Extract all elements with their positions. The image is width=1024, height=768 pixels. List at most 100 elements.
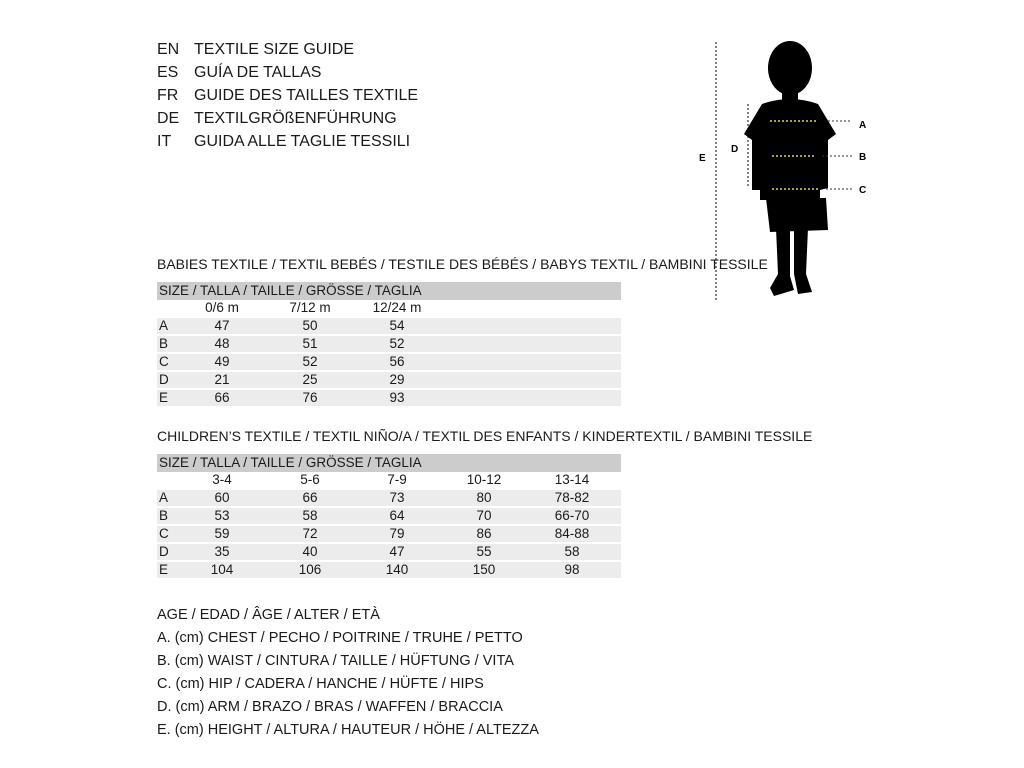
- legend-item: AGE / EDAD / ÂGE / ALTER / ETÀ: [157, 607, 380, 623]
- table-cell: 104: [210, 562, 234, 577]
- legend-item: B. (cm) WAIST / CINTURA / TAILLE / HÜFTU…: [157, 653, 514, 669]
- table-cell: 79: [389, 526, 405, 541]
- legend-item: D. (cm) ARM / BRAZO / BRAS / WAFFEN / BR…: [157, 699, 503, 715]
- column-header: 0/6 m: [205, 300, 239, 315]
- table-cell: 59: [214, 526, 230, 541]
- label-a: A: [859, 120, 866, 131]
- silhouette-icon: [744, 41, 836, 296]
- table-cell: 52: [302, 354, 318, 369]
- table-row: E 66 76 93: [157, 390, 621, 406]
- table-cell: 76: [302, 390, 318, 405]
- table-cell: 60: [214, 490, 230, 505]
- table-cell: 80: [476, 490, 492, 505]
- guide-title: GUÍA DE TALLAS: [194, 64, 322, 81]
- legend-item: A. (cm) CHEST / PECHO / POITRINE / TRUHE…: [157, 630, 523, 646]
- table-cell: 47: [214, 318, 230, 333]
- row-label: B: [159, 336, 169, 351]
- table-row: A 47 50 54: [157, 318, 621, 334]
- table-cell: 52: [389, 336, 405, 351]
- row-label: C: [159, 354, 169, 369]
- row-label: B: [159, 508, 169, 523]
- column-header: 7-9: [387, 472, 407, 487]
- table-row: B 53 58 64 70 66-70: [157, 508, 621, 524]
- legend-item: E. (cm) HEIGHT / ALTURA / HAUTEUR / HÖHE…: [157, 722, 539, 738]
- row-label: A: [159, 318, 169, 333]
- lang-code: ES: [157, 64, 179, 81]
- table-row: A 60 66 73 80 78-82: [157, 490, 621, 506]
- column-header: 5-6: [300, 472, 320, 487]
- table-header: SIZE / TALLA / TAILLE / GRÖSSE / TAGLIA: [157, 282, 621, 300]
- table-cell: 72: [302, 526, 318, 541]
- children-section-title: CHILDREN’S TEXTILE / TEXTIL NIÑO/A / TEX…: [157, 428, 813, 444]
- lang-code: EN: [157, 41, 180, 58]
- table-cell: 86: [476, 526, 492, 541]
- label-b: B: [859, 152, 866, 163]
- table-cell: 150: [472, 562, 496, 577]
- column-header: 7/12 m: [289, 300, 331, 315]
- lang-code: DE: [157, 110, 180, 127]
- row-label: D: [159, 544, 169, 559]
- guide-title: TEXTILE SIZE GUIDE: [194, 41, 355, 58]
- row-label: E: [159, 390, 169, 405]
- table-cell: 58: [564, 544, 580, 559]
- column-header: 13-14: [554, 472, 590, 487]
- guide-title: GUIDE DES TAILLES TEXTILE: [194, 87, 419, 104]
- table-cell: 66: [302, 490, 318, 505]
- column-header-row: 3-4 5-6 7-9 10-12 13-14: [157, 472, 621, 488]
- row-label: D: [159, 372, 169, 387]
- babies-size-table: SIZE / TALLA / TAILLE / GRÖSSE / TAGLIA 0…: [157, 282, 621, 408]
- table-cell: 25: [302, 372, 318, 387]
- table-row: D 21 25 29: [157, 372, 621, 388]
- label-d: D: [731, 144, 738, 155]
- table-row: C 49 52 56: [157, 354, 621, 370]
- table-row: B 48 51 52: [157, 336, 621, 352]
- table-cell: 55: [476, 544, 492, 559]
- table-cell: 73: [389, 490, 405, 505]
- lang-code: FR: [157, 87, 179, 104]
- table-cell: 48: [214, 336, 230, 351]
- table-cell: 78-82: [554, 490, 590, 505]
- table-cell: 21: [214, 372, 230, 387]
- children-size-table: SIZE / TALLA / TAILLE / GRÖSSE / TAGLIA 3…: [157, 454, 621, 580]
- table-cell: 50: [302, 318, 318, 333]
- babies-section-title: BABIES TEXTILE / TEXTIL BEBÉS / TESTILE …: [157, 256, 768, 272]
- row-label: A: [159, 490, 169, 505]
- table-cell: 40: [302, 544, 318, 559]
- table-cell: 66-70: [554, 508, 590, 523]
- legend-item: C. (cm) HIP / CADERA / HANCHE / HÜFTE / …: [157, 676, 484, 692]
- column-header: 10-12: [466, 472, 502, 487]
- table-cell: 56: [389, 354, 405, 369]
- guide-title: GUIDA ALLE TAGLIE TESSILI: [194, 133, 411, 150]
- table-cell: 51: [302, 336, 318, 351]
- column-header: 12/24 m: [372, 300, 422, 315]
- column-header-row: 0/6 m 7/12 m 12/24 m: [157, 300, 621, 316]
- label-c: C: [859, 185, 866, 196]
- table-cell: 106: [298, 562, 322, 577]
- table-row: D 35 40 47 55 58: [157, 544, 621, 560]
- table-cell: 140: [385, 562, 409, 577]
- table-cell: 53: [214, 508, 230, 523]
- table-cell: 93: [389, 390, 405, 405]
- row-label: C: [159, 526, 169, 541]
- table-cell: 29: [389, 372, 405, 387]
- guide-title: TEXTILGRÖßENFÜHRUNG: [194, 110, 397, 127]
- table-cell: 58: [302, 508, 318, 523]
- table-cell: 98: [564, 562, 580, 577]
- child-silhouette-figure: E D A B C: [699, 41, 866, 302]
- table-cell: 70: [476, 508, 492, 523]
- table-cell: 64: [389, 508, 405, 523]
- table-row: C 59 72 79 86 84-88: [157, 526, 621, 542]
- row-label: E: [159, 562, 169, 577]
- table-cell: 35: [214, 544, 230, 559]
- table-header: SIZE / TALLA / TAILLE / GRÖSSE / TAGLIA: [157, 454, 621, 472]
- table-cell: 47: [389, 544, 405, 559]
- table-cell: 54: [389, 318, 405, 333]
- column-header: 3-4: [212, 472, 232, 487]
- label-e: E: [699, 153, 706, 164]
- lang-code: IT: [157, 133, 172, 150]
- table-row: E 104 106 140 150 98: [157, 562, 621, 578]
- table-cell: 66: [214, 390, 230, 405]
- table-cell: 49: [214, 354, 230, 369]
- table-cell: 84-88: [554, 526, 590, 541]
